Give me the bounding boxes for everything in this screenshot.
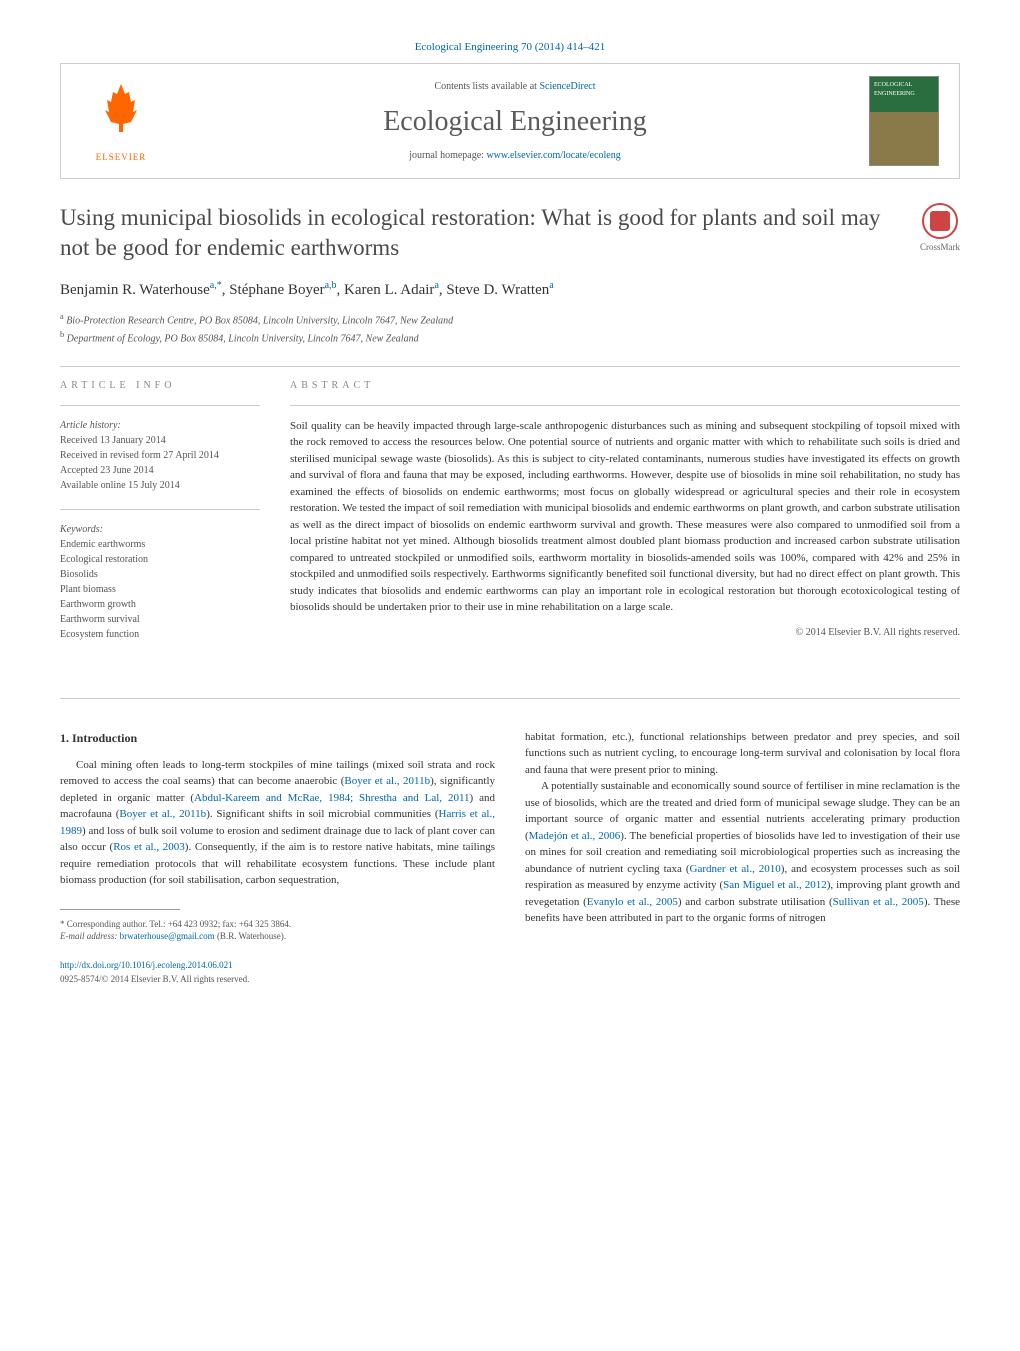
elsevier-tree-icon — [97, 80, 145, 149]
corresponding-email-link[interactable]: brwaterhouse@gmail.com — [120, 931, 215, 941]
abstract-header: abstract — [290, 379, 960, 393]
contents-prefix: Contents lists available at — [434, 81, 539, 92]
divider — [60, 405, 260, 406]
author-affil-sup: a,b — [325, 280, 337, 291]
author-name: Karen L. Adair — [344, 282, 434, 298]
crossmark-badge[interactable]: CrossMark — [920, 203, 960, 254]
divider — [290, 405, 960, 406]
abstract-copyright: © 2014 Elsevier B.V. All rights reserved… — [290, 626, 960, 640]
crossmark-label: CrossMark — [920, 241, 960, 254]
divider — [60, 366, 960, 367]
contents-available-line: Contents lists available at ScienceDirec… — [161, 80, 869, 94]
intro-paragraph-1: Coal mining often leads to long-term sto… — [60, 757, 495, 889]
corresponding-author-note: * Corresponding author. Tel.: +64 423 09… — [60, 918, 495, 931]
online-date: Available online 15 July 2014 — [60, 480, 180, 491]
divider — [60, 509, 260, 510]
keyword: Endemic earthworms — [60, 539, 145, 550]
keywords-block: Keywords: Endemic earthworms Ecological r… — [60, 522, 260, 642]
cover-label: ECOLOGICAL ENGINEERING — [870, 77, 938, 102]
keyword: Ecosystem function — [60, 629, 139, 640]
accepted-date: Accepted 23 June 2014 — [60, 465, 154, 476]
article-info-column: article info Article history: Received 1… — [60, 379, 260, 658]
history-label: Article history: — [60, 420, 121, 431]
right-body-column: habitat formation, etc.), functional rel… — [525, 729, 960, 986]
footnote-separator — [60, 909, 180, 910]
email-label: E-mail address: — [60, 931, 120, 941]
crossmark-icon — [922, 203, 958, 239]
elsevier-label: ELSEVIER — [96, 151, 147, 164]
email-suffix: (B.R. Waterhouse). — [215, 931, 286, 941]
intro-paragraph-1-cont: habitat formation, etc.), functional rel… — [525, 729, 960, 779]
author-affil-sup: a — [434, 280, 438, 291]
journal-name: Ecological Engineering — [161, 102, 869, 141]
journal-cover-thumbnail: ECOLOGICAL ENGINEERING — [869, 76, 939, 166]
keyword: Plant biomass — [60, 584, 116, 595]
left-body-column: 1. Introduction Coal mining often leads … — [60, 729, 495, 986]
keyword: Earthworm survival — [60, 614, 140, 625]
author-affil-sup: a — [549, 280, 553, 291]
revised-date: Received in revised form 27 April 2014 — [60, 450, 219, 461]
article-title: Using municipal biosolids in ecological … — [60, 203, 900, 263]
journal-reference: Ecological Engineering 70 (2014) 414–421 — [60, 40, 960, 55]
journal-homepage-link[interactable]: www.elsevier.com/locate/ecoleng — [486, 150, 620, 161]
homepage-prefix: journal homepage: — [409, 150, 486, 161]
issn-copyright-line: 0925-8574/© 2014 Elsevier B.V. All right… — [60, 974, 249, 984]
intro-paragraph-2: A potentially sustainable and economical… — [525, 778, 960, 927]
affiliation-sup: b — [60, 330, 64, 339]
article-info-header: article info — [60, 379, 260, 393]
elsevier-logo: ELSEVIER — [81, 76, 161, 166]
keyword: Biosolids — [60, 569, 98, 580]
affiliation-text: Bio-Protection Research Centre, PO Box 8… — [66, 316, 453, 327]
author-affil-sup: a,* — [210, 280, 222, 291]
journal-header-box: ELSEVIER Contents lists available at Sci… — [60, 63, 960, 179]
keyword: Ecological restoration — [60, 554, 148, 565]
sciencedirect-link[interactable]: ScienceDirect — [539, 81, 595, 92]
affiliation-list: a Bio-Protection Research Centre, PO Box… — [60, 311, 960, 346]
doi-block: http://dx.doi.org/10.1016/j.ecoleng.2014… — [60, 959, 495, 986]
author-name: Stéphane Boyer — [229, 282, 324, 298]
author-list: Benjamin R. Waterhousea,*, Stéphane Boye… — [60, 279, 960, 301]
journal-homepage-line: journal homepage: www.elsevier.com/locat… — [161, 149, 869, 163]
keyword: Earthworm growth — [60, 599, 136, 610]
article-history: Article history: Received 13 January 201… — [60, 418, 260, 493]
introduction-heading: 1. Introduction — [60, 729, 495, 747]
footnotes: * Corresponding author. Tel.: +64 423 09… — [60, 918, 495, 943]
keywords-label: Keywords: — [60, 524, 103, 535]
abstract-column: abstract Soil quality can be heavily imp… — [290, 379, 960, 658]
affiliation-sup: a — [60, 312, 64, 321]
doi-link[interactable]: http://dx.doi.org/10.1016/j.ecoleng.2014… — [60, 960, 233, 970]
author-name: Steve D. Wratten — [446, 282, 549, 298]
abstract-text: Soil quality can be heavily impacted thr… — [290, 418, 960, 616]
divider — [60, 698, 960, 699]
received-date: Received 13 January 2014 — [60, 435, 166, 446]
author-name: Benjamin R. Waterhouse — [60, 282, 210, 298]
affiliation-text: Department of Ecology, PO Box 85084, Lin… — [67, 333, 419, 344]
